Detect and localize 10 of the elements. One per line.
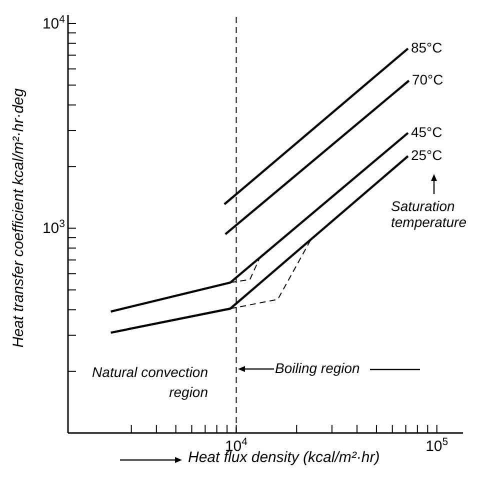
annotation: Boiling region bbox=[275, 360, 360, 376]
series-label: 25°C bbox=[410, 147, 442, 164]
series-label: 45°C bbox=[410, 124, 442, 140]
series-label: 85°C bbox=[410, 40, 442, 56]
y-axis-title: Heat transfer coefficient kcal/m²·hr·deg bbox=[9, 87, 28, 350]
annotation: Saturation temperature bbox=[391, 198, 468, 230]
series-label: 70°C bbox=[412, 72, 444, 88]
annotation: Natural convection region bbox=[91, 363, 208, 402]
x-tick-label: 10$^{5}$ bbox=[426, 436, 448, 455]
y-tick-label: 10$^{3}$ bbox=[42, 218, 66, 238]
